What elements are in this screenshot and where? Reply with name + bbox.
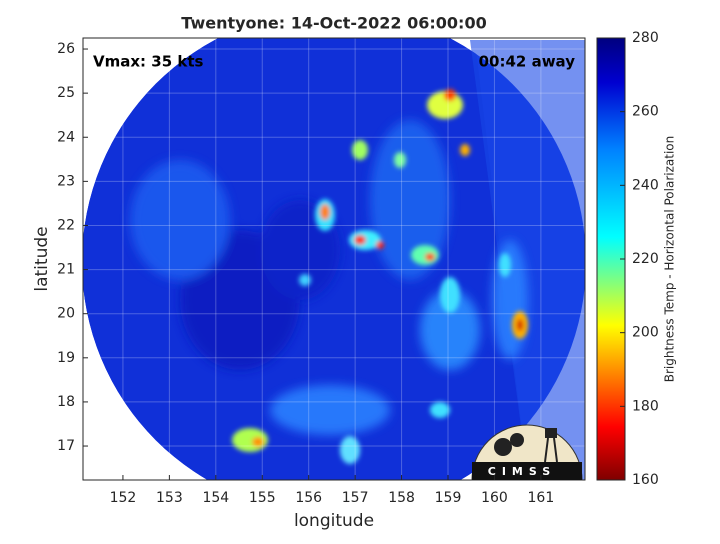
grid	[83, 38, 585, 480]
x-tick-label: 155	[249, 490, 276, 506]
colorbar-tick-label: 260	[632, 104, 659, 120]
colorbar-tick-label: 200	[632, 325, 659, 341]
brightness-image	[83, 38, 585, 480]
logo: CIMSS	[471, 424, 583, 481]
colorbar-label: Brightness Temp - Horizontal Polarizatio…	[663, 136, 677, 383]
x-axis-label: longitude	[294, 511, 374, 531]
x-tick-label: 161	[528, 490, 555, 506]
x-tick-label: 158	[388, 490, 415, 506]
x-tick-label: 160	[481, 490, 508, 506]
x-tick-label: 156	[295, 490, 322, 506]
colorbar-tick-label: 280	[632, 30, 659, 46]
y-tick-label: 18	[57, 394, 75, 410]
colorbar-tick-label: 240	[632, 177, 659, 193]
x-tick-label: 153	[156, 490, 183, 506]
y-tick-label: 26	[57, 41, 75, 57]
y-tick-label: 21	[57, 262, 75, 278]
x-tick-label: 154	[202, 490, 229, 506]
y-tick-label: 22	[57, 217, 75, 233]
x-tick-label: 159	[435, 490, 462, 506]
y-tick-label: 25	[57, 85, 75, 101]
y-axis-label: latitude	[32, 226, 52, 291]
time-offset-label: 00:42 away	[479, 53, 576, 71]
y-tick-label: 20	[57, 306, 75, 322]
y-tick-label: 19	[57, 350, 75, 366]
y-tick-label: 17	[57, 438, 75, 454]
y-tick-label: 23	[57, 173, 75, 189]
x-tick-label: 152	[110, 490, 137, 506]
y-tick-label: 24	[57, 129, 75, 145]
vmax-label: Vmax: 35 kts	[93, 53, 203, 71]
axes-frame	[82, 37, 586, 481]
logo-text: CIMSS	[488, 465, 556, 478]
colorbar-tick-label: 220	[632, 251, 659, 267]
colorbar-tick-label: 180	[632, 398, 659, 414]
colorbar-tick-label: 160	[632, 472, 659, 488]
x-tick-label: 157	[342, 490, 369, 506]
title: Twentyone: 14-Oct-2022 06:00:00	[181, 14, 486, 33]
